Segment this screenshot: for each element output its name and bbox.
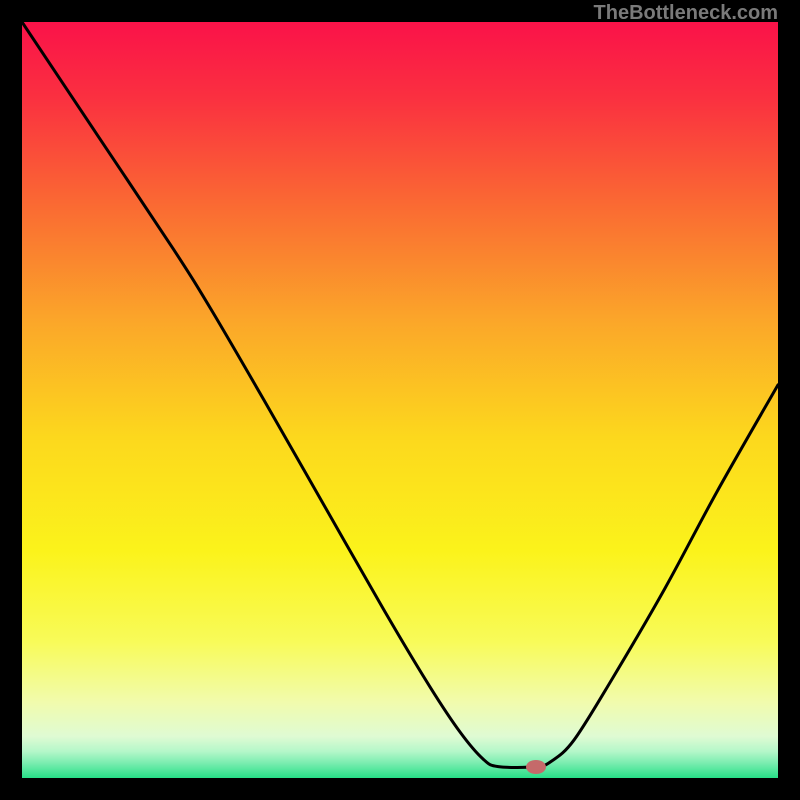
chart-container: TheBottleneck.com bbox=[0, 0, 800, 800]
minimum-marker bbox=[526, 760, 546, 774]
bottleneck-curve bbox=[22, 22, 778, 778]
plot-area bbox=[22, 22, 778, 778]
